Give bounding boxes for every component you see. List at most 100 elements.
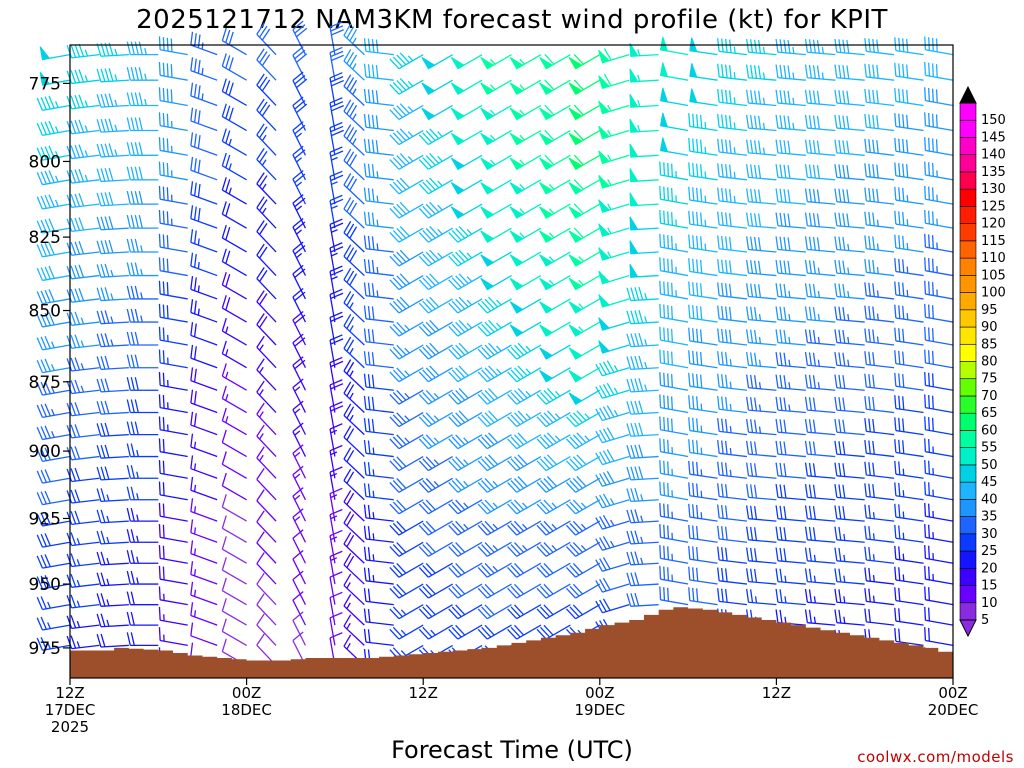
barb-flag xyxy=(193,158,197,172)
barb-flag xyxy=(166,258,169,273)
barb-flag xyxy=(812,527,816,541)
wind-barb xyxy=(158,460,188,479)
barb-staff xyxy=(457,227,483,243)
credit-text[interactable]: coolwx.com/models xyxy=(857,748,1014,766)
barb-flag xyxy=(804,440,809,455)
barb-staff xyxy=(398,499,424,515)
barb-flag xyxy=(425,179,436,191)
barb-flag xyxy=(931,235,934,249)
wind-barb xyxy=(924,303,954,323)
barb-flag xyxy=(66,490,73,504)
barb-staff xyxy=(365,452,394,458)
barb-flag xyxy=(292,400,304,411)
wind-barb xyxy=(775,212,806,229)
barb-flag xyxy=(367,89,371,103)
barb-flag xyxy=(389,628,400,640)
barb-pennant xyxy=(509,182,524,195)
barb-flag xyxy=(812,39,816,53)
wind-barb xyxy=(363,38,394,56)
barb-flag xyxy=(66,289,73,303)
wind-barb xyxy=(539,129,571,146)
barb-flag xyxy=(804,609,809,623)
wind-barb xyxy=(190,540,218,564)
barb-flag xyxy=(779,90,783,104)
barb-staff xyxy=(343,60,365,81)
barb-flag xyxy=(834,139,838,153)
barb-flag xyxy=(536,503,547,515)
barb-flag xyxy=(162,417,165,431)
barb-flag xyxy=(842,90,846,104)
barb-staff xyxy=(222,115,247,132)
barb-flag xyxy=(868,418,871,432)
barb-staff xyxy=(292,273,307,300)
barb-flag xyxy=(162,372,165,387)
barb-flag xyxy=(717,187,720,201)
wind-barb xyxy=(565,499,601,515)
barb-half-flag xyxy=(525,345,532,352)
wind-barb xyxy=(448,604,483,620)
barb-flag xyxy=(292,611,304,621)
barb-flag xyxy=(371,38,375,53)
barb-staff xyxy=(42,562,71,569)
barb-flag xyxy=(787,90,791,105)
barb-flag xyxy=(448,348,459,360)
barb-flag xyxy=(78,119,85,133)
barb-half-flag xyxy=(193,610,197,617)
wind-barb xyxy=(66,43,100,59)
wind-barb xyxy=(804,351,836,369)
barb-flag xyxy=(838,329,842,344)
wind-barb xyxy=(343,532,365,564)
colorbar-segment xyxy=(959,257,977,276)
barb-half-flag xyxy=(346,582,351,589)
barb-flag xyxy=(746,114,750,129)
barb-flag xyxy=(898,187,901,201)
barb-flag xyxy=(363,439,367,454)
barb-flag xyxy=(864,211,867,225)
barb-half-flag xyxy=(817,336,820,344)
barb-flag xyxy=(699,188,703,202)
barb-flag xyxy=(812,484,816,499)
barb-staff xyxy=(100,433,129,437)
barb-flag xyxy=(757,65,762,79)
barb-flag xyxy=(928,162,931,176)
barb-half-flag xyxy=(140,245,143,253)
barb-flag xyxy=(138,190,143,205)
barb-flag xyxy=(667,567,670,581)
barb-staff xyxy=(160,246,188,253)
barb-half-flag xyxy=(762,72,766,80)
barb-pennant xyxy=(509,230,524,243)
barb-flag xyxy=(721,187,724,202)
barb-flag xyxy=(808,547,813,562)
barb-staff xyxy=(630,562,659,566)
barb-staff xyxy=(807,77,836,81)
barb-staff xyxy=(516,541,542,557)
wind-barb xyxy=(418,249,453,267)
barb-half-flag xyxy=(876,313,879,321)
wind-barb xyxy=(190,31,218,56)
barb-flag xyxy=(96,509,102,523)
wind-barb xyxy=(477,342,512,360)
barb-flag xyxy=(455,367,466,379)
barb-staff xyxy=(428,203,453,219)
barb-flag xyxy=(158,394,161,408)
colorbar-label: 110 xyxy=(981,251,1006,266)
barb-staff xyxy=(292,599,307,626)
barb-staff xyxy=(71,154,100,160)
barb-flag xyxy=(126,67,131,81)
wind-barb xyxy=(363,567,394,585)
barb-flag xyxy=(458,319,469,331)
barb-flag xyxy=(40,243,47,257)
wind-barb xyxy=(450,129,483,146)
barb-staff xyxy=(486,520,512,536)
barb-half-flag xyxy=(106,599,110,607)
barb-flag xyxy=(667,461,670,475)
wind-barb xyxy=(509,54,542,70)
wind-barb xyxy=(363,138,394,156)
barb-flag xyxy=(190,57,194,71)
barb-staff xyxy=(748,318,777,323)
wind-barb xyxy=(924,61,954,81)
barb-flag xyxy=(190,82,194,96)
x-axis-label: Forecast Time (UTC) xyxy=(391,736,633,764)
barb-flag xyxy=(261,54,271,67)
barb-half-flag xyxy=(114,99,118,107)
